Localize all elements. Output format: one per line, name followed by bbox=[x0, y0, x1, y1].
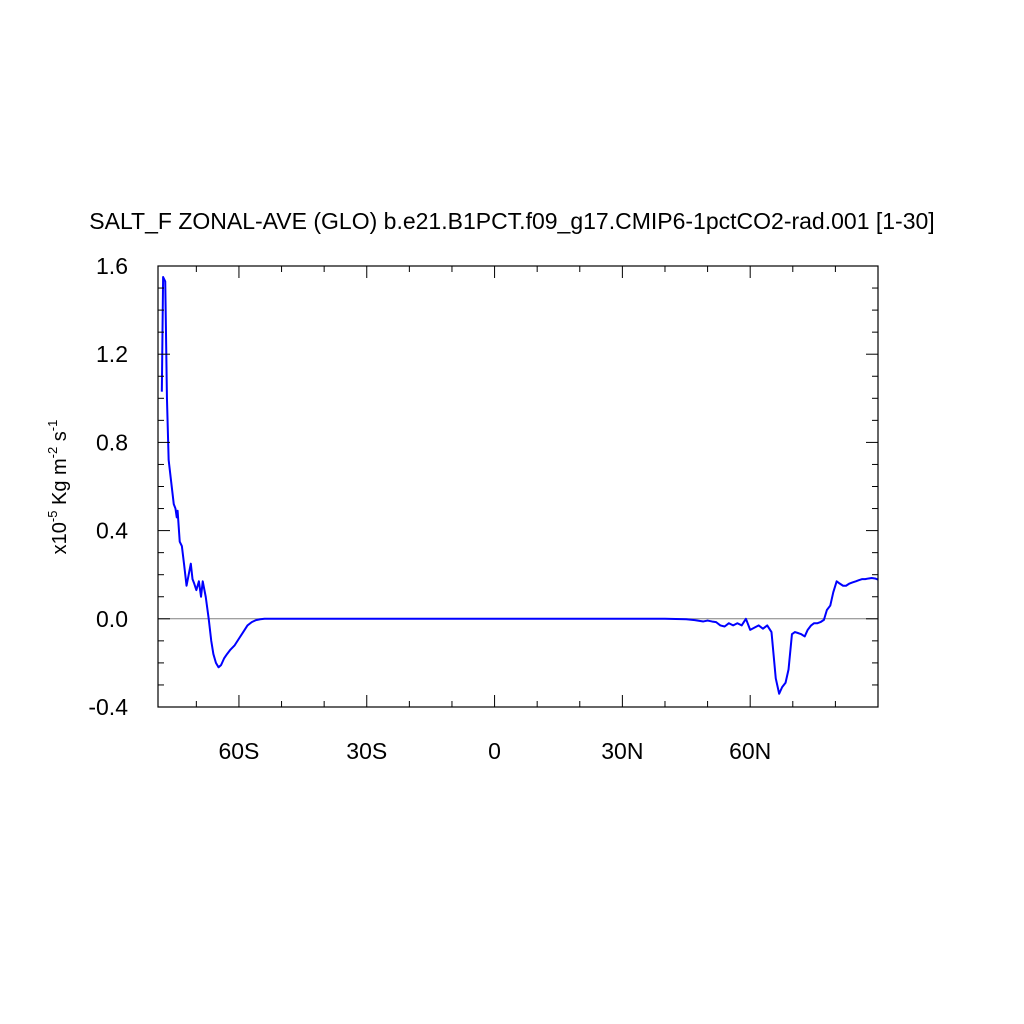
y-label-exponent-2: -2 bbox=[45, 447, 60, 459]
y-tick-label: 1.6 bbox=[96, 253, 128, 279]
x-tick-label: 30N bbox=[601, 738, 643, 764]
x-tick-label: 60N bbox=[729, 738, 771, 764]
y-tick-label: 0.4 bbox=[96, 518, 128, 544]
y-label-exponent-1: -5 bbox=[45, 511, 60, 523]
y-tick-label: -0.4 bbox=[88, 694, 128, 720]
y-axis: -0.4 0.0 0.4 0.8 1.2 1.6 bbox=[88, 253, 878, 720]
y-axis-label: x10-5 Kg m-2 s-1 bbox=[45, 420, 71, 555]
y-label-unit-s: s bbox=[49, 431, 71, 447]
plot-frame bbox=[157, 265, 879, 708]
y-label-prefix: x10 bbox=[49, 522, 71, 554]
x-tick-label: 60S bbox=[218, 738, 259, 764]
y-tick-label: 0.8 bbox=[96, 429, 128, 455]
y-tick-label: 1.2 bbox=[96, 341, 128, 367]
x-tick-label: 30S bbox=[346, 738, 387, 764]
chart-title: SALT_F ZONAL-AVE (GLO) b.e21.B1PCT.f09_g… bbox=[89, 208, 934, 234]
y-tick-label: 0.0 bbox=[96, 606, 128, 632]
y-label-exponent-3: -1 bbox=[45, 420, 60, 432]
x-tick-label: 0 bbox=[488, 738, 501, 764]
salt-flux-series-line bbox=[160, 276, 879, 695]
x-axis: 60S 30S 0 30N 60N bbox=[195, 266, 836, 764]
y-label-unit-kg-m: Kg m bbox=[49, 458, 71, 510]
